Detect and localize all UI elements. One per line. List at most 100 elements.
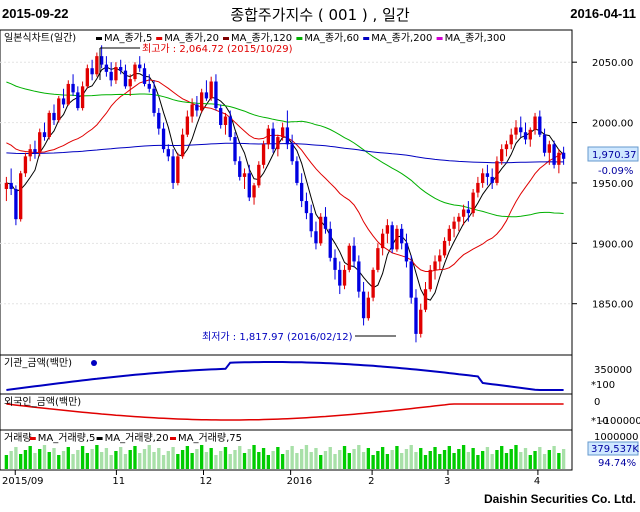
legend-label: MA_종가,120 (231, 32, 292, 44)
volume-bar (304, 445, 309, 469)
candle-body (142, 68, 147, 84)
volume-bar (119, 447, 123, 469)
foreign-tick-0: 0 (594, 397, 600, 408)
candle-body (99, 56, 104, 65)
candle-body (561, 152, 566, 159)
candle-body (528, 129, 532, 140)
volume-legend-label: MA_거래량,20 (105, 432, 169, 444)
candle-body (304, 201, 309, 214)
inst-legend-marker (91, 360, 97, 366)
candle-body (133, 64, 137, 80)
volume-bar (385, 454, 390, 469)
candle-body (490, 176, 494, 183)
volume-legend-label: MA_거래량,75 (178, 432, 242, 444)
volume-bar (447, 446, 451, 469)
volume-bar (538, 447, 542, 469)
legend-swatch (363, 37, 370, 40)
candle-body (523, 132, 528, 140)
candle-body (252, 185, 256, 198)
volume-bar (276, 447, 280, 469)
price-y-axis: 2050.00 2000.00 1950.00 1900.00 1850.00 (572, 58, 633, 311)
candle-body (500, 149, 504, 162)
candle-body (242, 173, 247, 177)
legend-swatch (296, 37, 303, 40)
candle-body (414, 297, 418, 334)
inst-tick-1: 350000 (594, 365, 632, 376)
volume-bar (219, 451, 223, 469)
volume-bar (176, 454, 180, 469)
volume-bar (185, 446, 190, 469)
x-tick-label: 4 (534, 476, 540, 487)
candle-body (176, 156, 180, 183)
candle-body (38, 132, 42, 153)
volume-bars[interactable] (4, 445, 566, 469)
candle-body (323, 216, 328, 229)
volume-bar (504, 453, 509, 469)
volume-bar (33, 453, 37, 469)
candle-body (161, 128, 166, 150)
volume-bar (452, 453, 456, 469)
candle-body (400, 228, 404, 244)
volume-legend-label: MA_거래량,5 (38, 432, 96, 444)
volume-bar (4, 455, 9, 469)
volume-bar (352, 449, 356, 469)
candle-body (466, 209, 471, 214)
volume-bar (347, 453, 351, 469)
volume-bar (195, 449, 199, 469)
volume-bar (199, 445, 204, 469)
candle-body (552, 144, 556, 165)
candle-body (247, 173, 251, 198)
volume-bar (138, 453, 142, 469)
volume-bar (476, 455, 480, 469)
candle-body (404, 243, 409, 262)
candlesticks[interactable] (4, 45, 566, 343)
volume-bar (509, 449, 513, 469)
volume-bar (519, 452, 523, 469)
candle-body (257, 164, 261, 186)
y-tick-label: 1900.00 (592, 239, 633, 250)
volume-bar (409, 445, 413, 469)
candle-body (109, 71, 113, 81)
stock-chart[interactable]: 일본식차트(일간) MA_종가,5 MA_종가,20 MA_종가,120 MA_종가,… (0, 28, 640, 498)
candle-body (280, 127, 285, 138)
low-label: 최저가 : 1,817.97 (2016/02/12) (202, 331, 353, 343)
volume-tick-1: 1000000 (594, 432, 639, 443)
volume-bar (157, 448, 161, 469)
volume-bar (252, 445, 256, 469)
volume-bar (161, 455, 166, 469)
candle-body (438, 255, 442, 262)
volume-bar (238, 446, 242, 469)
volume-bar (61, 451, 66, 469)
candle-body (357, 261, 361, 292)
volume-bar (85, 453, 90, 469)
inst-panel-frame (0, 354, 573, 395)
volume-bar (295, 453, 299, 469)
x-tick-label: 2 (368, 476, 374, 487)
volume-bar (323, 451, 328, 469)
volume-bar (495, 450, 499, 469)
volume-bar (490, 454, 494, 469)
candle-body (66, 83, 70, 105)
candle-body (447, 228, 451, 241)
volume-bar (247, 449, 251, 469)
candle-body (199, 92, 204, 111)
volume-legend: 거래량 MA_거래량,5 MA_거래량,20 MA_거래량,75 (4, 432, 242, 444)
y-tick-label: 1950.00 (592, 179, 633, 190)
volume-bar (42, 445, 47, 469)
volume-bar (90, 449, 94, 469)
candle-body (419, 309, 423, 334)
candle-body (9, 182, 13, 189)
candle-body (47, 112, 51, 138)
candle-body (219, 108, 223, 125)
legend-label: MA_종가,300 (445, 32, 506, 44)
volume-bar (242, 453, 247, 469)
volume-bar (423, 455, 428, 469)
candle-body (57, 98, 61, 121)
y-tick-label: 1850.00 (592, 300, 633, 311)
legend-swatch (223, 37, 229, 40)
chart-title: 종합주가지수 ( 001 ) , 일간 (230, 6, 410, 24)
volume-legend-swatch (170, 437, 176, 440)
volume-bar (433, 447, 437, 469)
volume-bar (414, 452, 418, 469)
candle-body (214, 81, 218, 109)
